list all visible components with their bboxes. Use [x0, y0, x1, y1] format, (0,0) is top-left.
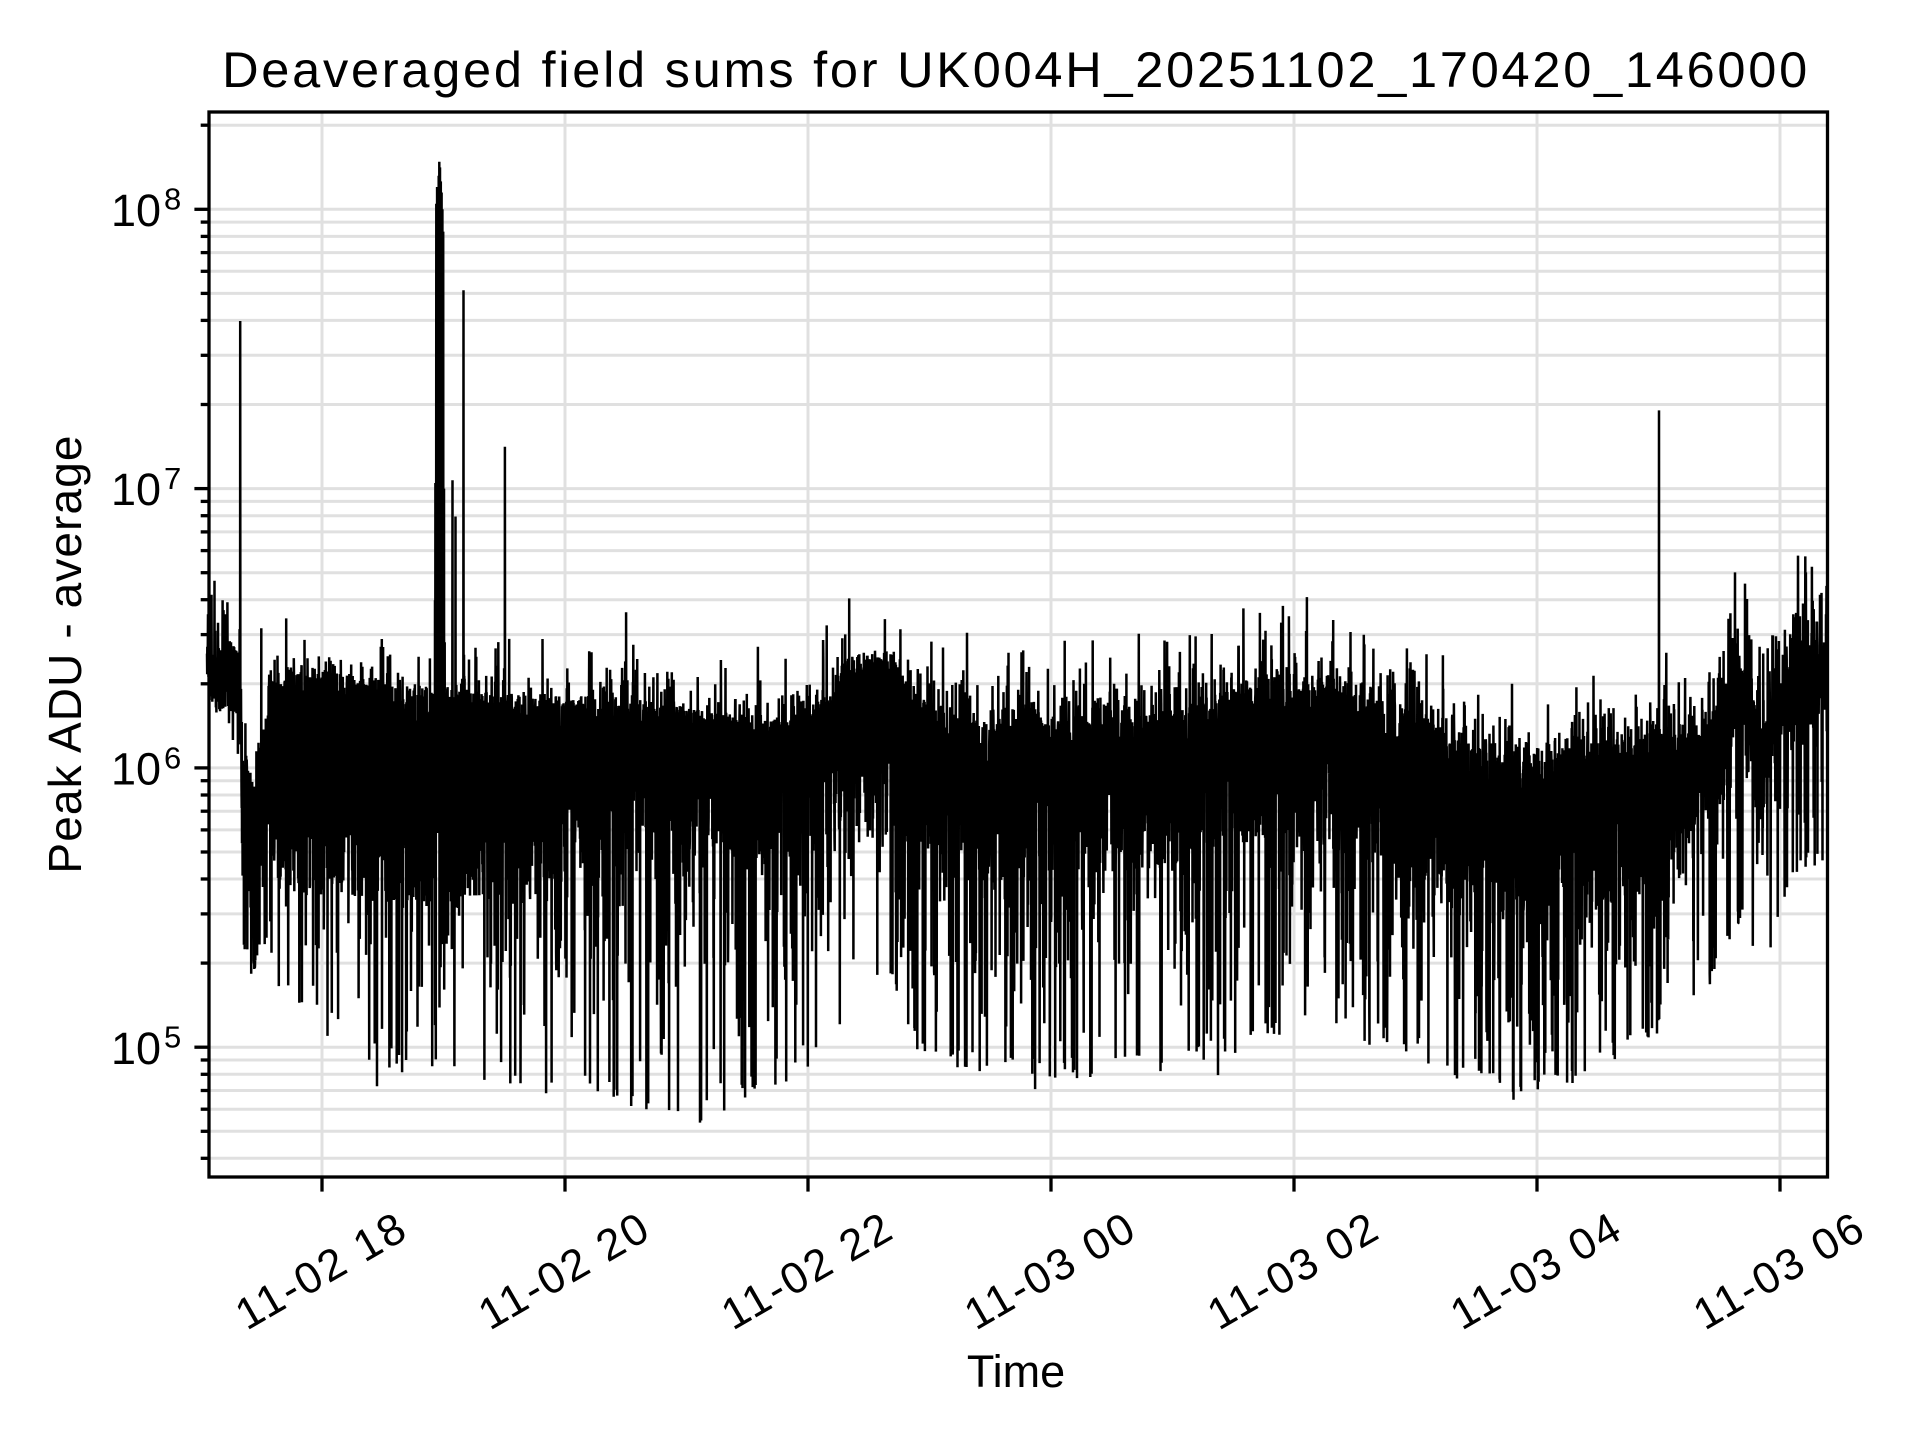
svg-text:Time: Time [967, 1346, 1065, 1397]
svg-text:10: 10 [111, 1023, 161, 1074]
svg-text:7: 7 [164, 461, 181, 496]
svg-text:5: 5 [164, 1020, 181, 1055]
svg-text:10: 10 [111, 464, 161, 515]
svg-text:10: 10 [111, 744, 161, 795]
svg-text:10: 10 [111, 185, 161, 236]
svg-text:Peak ADU - average: Peak ADU - average [39, 434, 91, 873]
svg-text:Deaveraged field sums for UK00: Deaveraged field sums for UK004H_2025110… [222, 41, 1810, 98]
svg-text:8: 8 [164, 182, 181, 217]
svg-text:6: 6 [164, 740, 181, 775]
